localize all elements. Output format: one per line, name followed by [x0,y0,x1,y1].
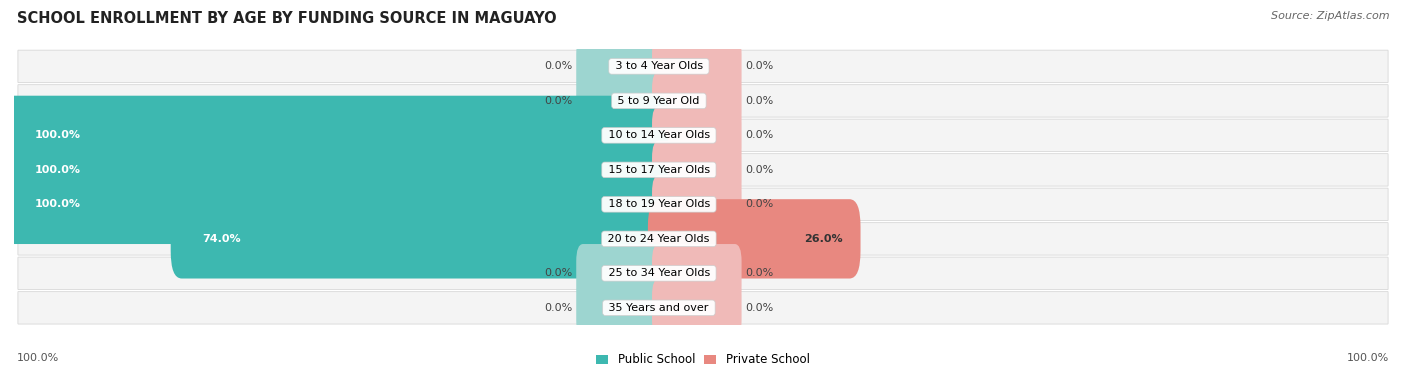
Text: 35 Years and over: 35 Years and over [606,303,713,313]
Text: 0.0%: 0.0% [745,61,773,71]
Text: 0.0%: 0.0% [745,165,773,175]
FancyBboxPatch shape [652,244,741,303]
Text: 0.0%: 0.0% [544,303,572,313]
Text: 74.0%: 74.0% [202,234,240,244]
FancyBboxPatch shape [576,279,666,337]
Text: 0.0%: 0.0% [745,303,773,313]
FancyBboxPatch shape [652,279,741,337]
FancyBboxPatch shape [18,119,1388,152]
Text: 15 to 17 Year Olds: 15 to 17 Year Olds [605,165,713,175]
FancyBboxPatch shape [18,85,1388,117]
Text: SCHOOL ENROLLMENT BY AGE BY FUNDING SOURCE IN MAGUAYO: SCHOOL ENROLLMENT BY AGE BY FUNDING SOUR… [17,11,557,26]
Text: 5 to 9 Year Old: 5 to 9 Year Old [614,96,703,106]
FancyBboxPatch shape [3,96,669,175]
FancyBboxPatch shape [652,106,741,165]
FancyBboxPatch shape [18,153,1388,186]
Text: 0.0%: 0.0% [544,96,572,106]
Text: 0.0%: 0.0% [544,61,572,71]
FancyBboxPatch shape [3,165,669,244]
Text: 18 to 19 Year Olds: 18 to 19 Year Olds [605,199,713,209]
Text: 20 to 24 Year Olds: 20 to 24 Year Olds [605,234,713,244]
FancyBboxPatch shape [576,244,666,303]
Text: 0.0%: 0.0% [745,130,773,140]
Text: 0.0%: 0.0% [745,199,773,209]
FancyBboxPatch shape [3,130,669,209]
FancyBboxPatch shape [652,141,741,199]
FancyBboxPatch shape [18,257,1388,290]
FancyBboxPatch shape [576,37,666,96]
Text: 25 to 34 Year Olds: 25 to 34 Year Olds [605,268,713,278]
FancyBboxPatch shape [648,199,860,279]
Text: 100.0%: 100.0% [35,130,80,140]
Text: 100.0%: 100.0% [17,353,59,363]
Text: 0.0%: 0.0% [745,96,773,106]
Text: 100.0%: 100.0% [35,165,80,175]
FancyBboxPatch shape [18,223,1388,255]
Text: Source: ZipAtlas.com: Source: ZipAtlas.com [1271,11,1389,21]
Text: 0.0%: 0.0% [544,268,572,278]
FancyBboxPatch shape [18,291,1388,324]
FancyBboxPatch shape [18,50,1388,83]
Text: 10 to 14 Year Olds: 10 to 14 Year Olds [605,130,713,140]
FancyBboxPatch shape [170,199,669,279]
FancyBboxPatch shape [652,175,741,234]
FancyBboxPatch shape [652,71,741,130]
Text: 0.0%: 0.0% [745,268,773,278]
FancyBboxPatch shape [652,37,741,96]
FancyBboxPatch shape [18,188,1388,221]
Text: 100.0%: 100.0% [1347,353,1389,363]
Text: 3 to 4 Year Olds: 3 to 4 Year Olds [612,61,706,71]
FancyBboxPatch shape [576,71,666,130]
Legend: Public School, Private School: Public School, Private School [593,351,813,369]
Text: 26.0%: 26.0% [804,234,842,244]
Text: 100.0%: 100.0% [35,199,80,209]
